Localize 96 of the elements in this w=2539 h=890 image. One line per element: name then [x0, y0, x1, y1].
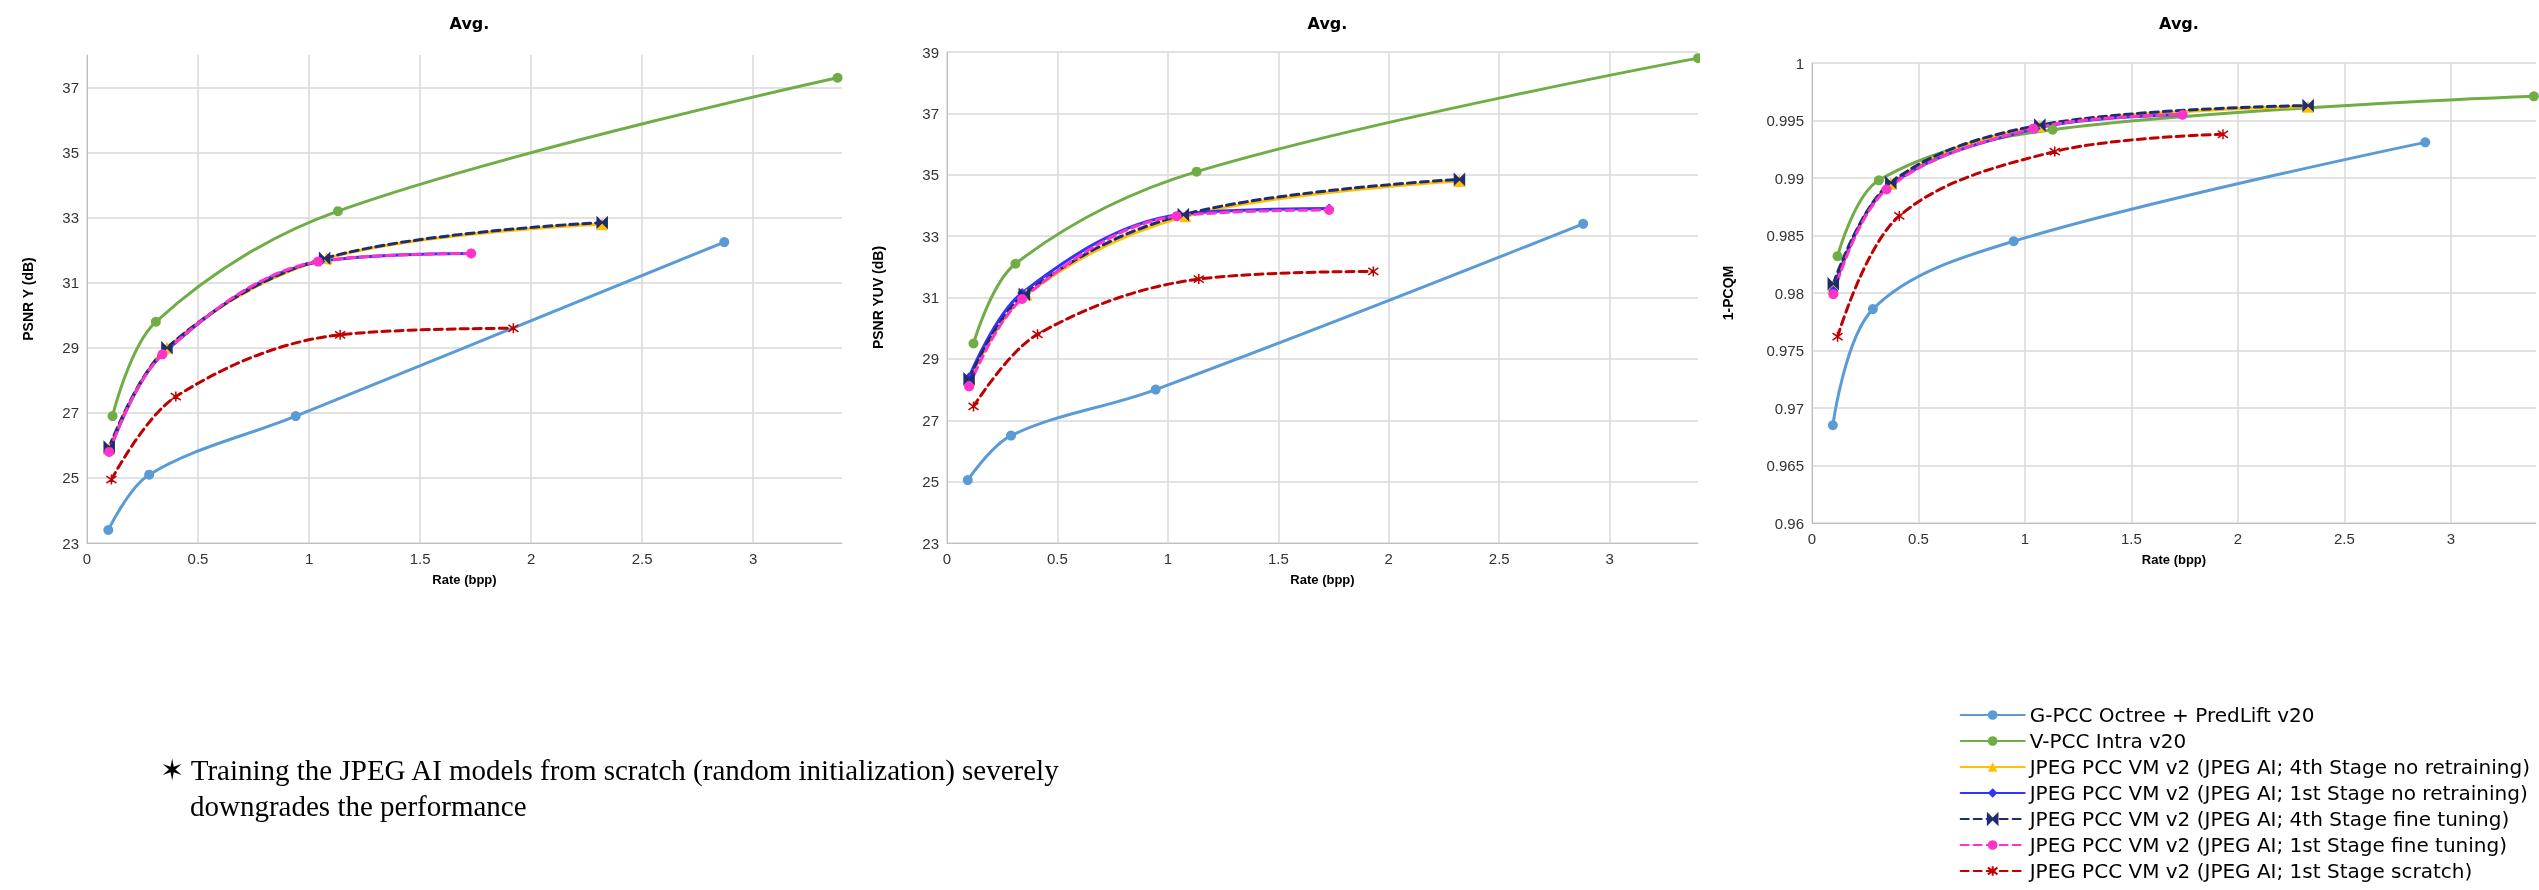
- y-tick-label: 35: [922, 166, 939, 184]
- point: [1828, 289, 1839, 300]
- y-tick-label: 29: [62, 339, 79, 357]
- point: [1193, 273, 1205, 285]
- y-axis-title: 1-PCQM: [1720, 265, 1736, 321]
- x-tick-label: 2.5: [1488, 550, 1510, 567]
- y-tick-label: 0.97: [1774, 399, 1804, 417]
- y-tick-label: 29: [922, 350, 939, 368]
- x-tick-label: 1: [1163, 550, 1173, 567]
- y-tick-label: 35: [62, 144, 79, 162]
- chart-title: Avg.: [449, 13, 490, 33]
- point: [719, 237, 730, 248]
- y-tick-label: 0.965: [1766, 457, 1804, 474]
- y-axis-title: PSNR Y (dB): [20, 257, 36, 341]
- y-tick-label: 23: [922, 534, 939, 552]
- y-tick-label: 27: [922, 411, 939, 429]
- point: [170, 390, 182, 403]
- point: [1150, 384, 1161, 395]
- point: [1010, 258, 1021, 269]
- point: [1873, 175, 1884, 186]
- point: [334, 329, 346, 341]
- point: [1017, 294, 1028, 305]
- x-tick-label: 1: [2020, 530, 2030, 547]
- legend-label: G-PCC Octree + PredLift v20: [2029, 703, 2315, 727]
- point: [1578, 218, 1589, 229]
- x-tick-label: 0.5: [1047, 550, 1068, 567]
- point: [2047, 124, 2058, 135]
- x-tick-label: 0: [1807, 530, 1817, 547]
- y-tick-label: 25: [62, 469, 79, 487]
- x-tick-label: 0: [942, 550, 952, 567]
- x-tick-label: 0: [82, 550, 92, 567]
- text: ✶ Training the JPEG AI models from scratch (random initialization) severely downgrades the performance: [160, 753, 1060, 824]
- y-tick-label: 31: [922, 289, 939, 306]
- y-axis-title: PSNR YUV (dB): [870, 245, 886, 350]
- x-tick-label: 2: [526, 550, 536, 567]
- x-axis-title: Rate (bpp): [2141, 552, 2207, 567]
- point: [2420, 137, 2431, 148]
- point: [2217, 128, 2229, 141]
- point: [332, 206, 343, 217]
- legend-label: JPEG PCC VM v2 (JPEG AI; 1st Stage fine tuning): [2027, 833, 2507, 857]
- point: [144, 469, 155, 480]
- y-tick-label: 0.98: [1774, 284, 1804, 302]
- legend-label: JPEG PCC VM v2 (JPEG AI; 1st Stage scratch): [2027, 859, 2473, 883]
- x-tick-label: 1.5: [1267, 550, 1289, 567]
- point: [290, 411, 301, 422]
- legend-label: JPEG PCC VM v2 (JPEG AI; 1st Stage no retraining): [2027, 781, 2528, 805]
- point: [832, 72, 843, 83]
- y-tick-label: 37: [922, 104, 939, 122]
- legend-label: JPEG PCC VM v2 (JPEG AI; 4th Stage fine tuning): [2027, 807, 2510, 831]
- x-axis-title: Rate (bpp): [432, 572, 497, 587]
- point: [2008, 236, 2019, 247]
- y-tick-label: 33: [62, 209, 79, 227]
- point: [1832, 251, 1843, 262]
- legend-label: JPEG PCC VM v2 (JPEG AI; 4th Stage no retraining): [2027, 755, 2531, 779]
- x-tick-label: 1: [304, 550, 314, 567]
- point: [1827, 278, 1840, 290]
- y-tick-label: 23: [62, 534, 79, 552]
- chart-title: Avg.: [1307, 13, 1348, 33]
- y-tick-label: 25: [922, 473, 939, 491]
- y-tick-label: 0.995: [1766, 112, 1804, 129]
- y-tick-label: 0.985: [1766, 227, 1804, 244]
- x-tick-label: 0.5: [1908, 530, 1929, 547]
- x-tick-label: 3: [1605, 550, 1614, 567]
- x-tick-label: 2.5: [631, 550, 653, 567]
- x-tick-label: 1.5: [2120, 530, 2142, 547]
- y-tick-label: 0.975: [1766, 342, 1804, 359]
- x-tick-label: 2: [2233, 530, 2243, 547]
- x-axis-title: Rate (bpp): [1290, 572, 1355, 587]
- point: [1191, 166, 1202, 177]
- point: [1867, 304, 1878, 315]
- x-tick-label: 3: [2446, 530, 2455, 547]
- point: [107, 411, 118, 422]
- y-tick-label: 39: [922, 43, 939, 61]
- y-tick-label: 0.99: [1774, 169, 1804, 187]
- y-tick-label: 33: [922, 227, 939, 245]
- point: [2049, 145, 2061, 158]
- point: [968, 338, 979, 349]
- y-tick-label: 0.96: [1774, 514, 1804, 532]
- point: [2528, 91, 2539, 102]
- y-tick-label: 1: [1795, 54, 1804, 72]
- point: [103, 524, 114, 535]
- x-tick-label: 2.5: [2333, 530, 2355, 547]
- point: [150, 316, 161, 327]
- x-tick-label: 3: [749, 550, 758, 567]
- y-tick-label: 27: [62, 404, 79, 422]
- point: [1827, 420, 1838, 431]
- legend-label: V-PCC Intra v20: [2029, 729, 2187, 753]
- y-tick-label: 37: [62, 79, 79, 97]
- point: [1006, 430, 1017, 441]
- y-tick-label: 31: [62, 274, 79, 292]
- chart-title: Avg.: [2159, 13, 2199, 33]
- x-tick-label: 2: [1384, 550, 1393, 567]
- point: [964, 381, 975, 392]
- point: [962, 475, 973, 486]
- x-tick-label: 0.5: [187, 550, 209, 567]
- x-tick-label: 1.5: [409, 550, 431, 567]
